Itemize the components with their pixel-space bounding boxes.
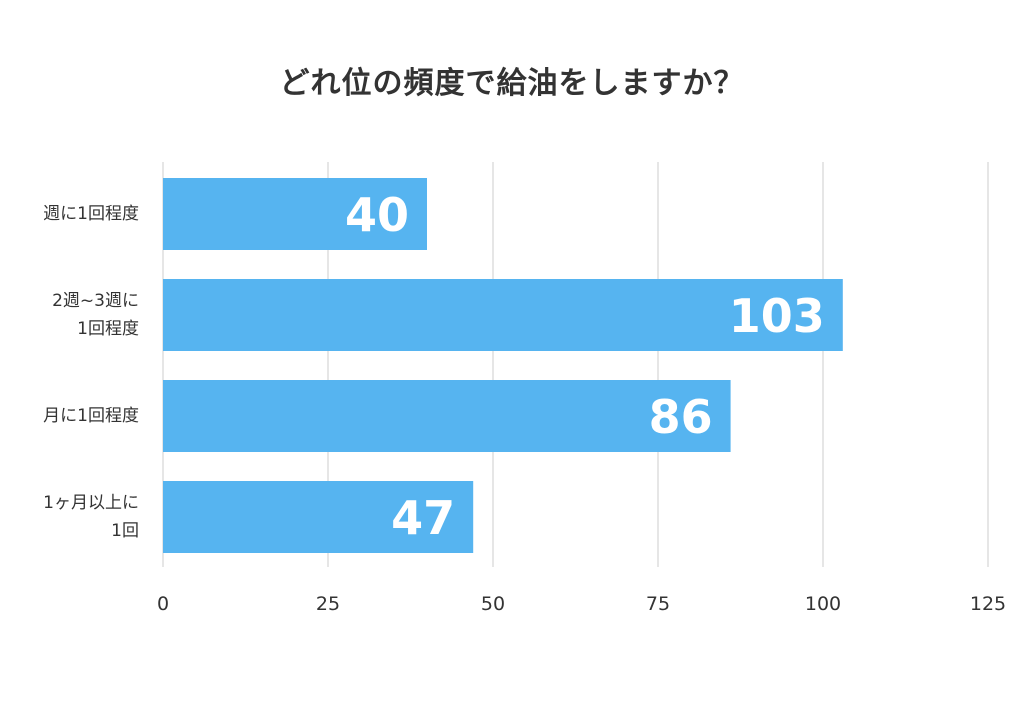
category-label: 1ヶ月以上に 1回 <box>0 489 139 545</box>
bar <box>163 178 427 250</box>
value-labels: 40 103 86 47 <box>345 188 825 545</box>
bar <box>163 380 731 452</box>
chart-title: どれ位の頻度で給油をしますか？ <box>279 66 745 101</box>
category-label: 2週~3週に 1回程度 <box>0 287 139 343</box>
category-label-line: 週に1回程度 <box>43 204 139 224</box>
bar-value-label: 86 <box>649 390 713 444</box>
x-tick-label: 50 <box>481 593 505 615</box>
x-tick-label: 0 <box>157 593 169 615</box>
bars <box>163 178 843 553</box>
x-tick-label: 125 <box>970 593 1006 615</box>
bar <box>163 481 474 553</box>
bar-value-label: 103 <box>729 289 825 343</box>
bar-value-label: 40 <box>345 188 409 242</box>
x-tick-label: 25 <box>316 593 340 615</box>
bar-value-label: 47 <box>391 491 455 545</box>
category-label-line: 2週~3週に <box>52 291 139 311</box>
category-label-line: 1回 <box>111 521 139 541</box>
category-label-line: 1回程度 <box>77 319 139 339</box>
x-axis-ticks: 0 25 50 75 100 125 <box>157 593 1006 615</box>
category-label-line: 1ヶ月以上に <box>43 493 139 513</box>
bar <box>163 279 843 351</box>
x-tick-label: 100 <box>805 593 841 615</box>
category-label: 月に1回程度 <box>0 402 139 430</box>
x-tick-label: 75 <box>646 593 670 615</box>
category-label: 週に1回程度 <box>0 200 139 228</box>
category-label-line: 月に1回程度 <box>43 406 139 426</box>
